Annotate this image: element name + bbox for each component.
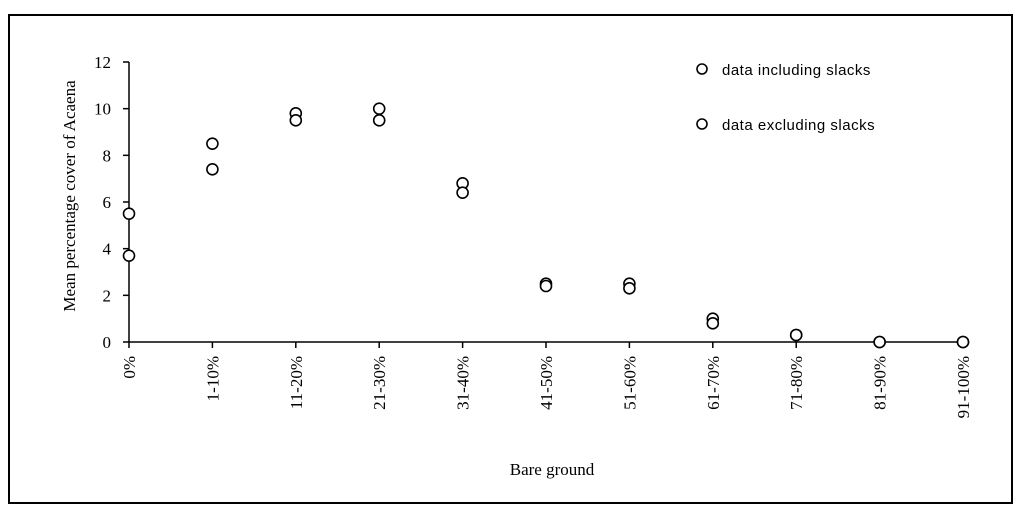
chart-frame <box>8 14 1013 504</box>
x-tick-label: 41-50% <box>537 356 556 410</box>
x-tick-label: 21-30% <box>370 356 389 410</box>
y-axis-title: Mean percentage cover of Acaena <box>60 80 79 312</box>
x-tick-label: 91-100% <box>954 356 973 418</box>
legend-marker-including <box>696 63 708 75</box>
data-point-series-2 <box>539 279 553 293</box>
data-point-series-2 <box>456 186 469 199</box>
x-axis-title: Bare ground <box>510 460 595 479</box>
x-tick-label: 81-90% <box>871 356 890 410</box>
data-point-series-2 <box>706 317 720 330</box>
x-tick-label: 71-80% <box>787 356 806 410</box>
legend: data including slacks data excluding sla… <box>696 62 875 134</box>
legend-marker-excluding <box>696 118 708 130</box>
legend-label-excluding: data excluding slacks <box>722 117 875 134</box>
data-point-series-1 <box>122 207 136 220</box>
y-tick-label: 0 <box>103 333 112 352</box>
x-tick-label: 0% <box>120 356 139 379</box>
data-point-series-2 <box>372 114 386 127</box>
x-tick-label: 1-10% <box>203 356 222 401</box>
y-tick-label: 4 <box>103 240 112 259</box>
x-tick-label: 11-20% <box>287 356 306 409</box>
x-ticks: 0% 1-10% 11-20% 21-30% 31-40% 41-50% 51-60% 61-… <box>120 342 973 418</box>
data-point-series-2 <box>289 114 303 127</box>
y-tick-label: 12 <box>94 53 111 72</box>
x-tick-label: 61-70% <box>704 356 723 410</box>
data-point-series-1 <box>372 102 386 115</box>
data-point-series-2 <box>956 335 970 349</box>
y-tick-label: 8 <box>103 146 112 165</box>
y-ticks: 0 2 4 6 8 10 12 <box>94 53 129 352</box>
x-tick-label: 31-40% <box>454 356 473 410</box>
legend-item-excluding: data excluding slacks <box>696 117 875 134</box>
axes <box>128 62 963 343</box>
y-tick-label: 2 <box>103 286 112 305</box>
data-point-series-2 <box>789 328 803 342</box>
y-tick-label: 6 <box>103 193 112 212</box>
data-point-series-2 <box>206 163 219 176</box>
data-point-series-2 <box>873 335 886 349</box>
y-tick-label: 10 <box>94 100 111 119</box>
x-tick-label: 51-60% <box>620 356 639 410</box>
data-point-series-2 <box>122 249 136 262</box>
data-point-series-2 <box>623 282 636 295</box>
legend-label-including: data including slacks <box>722 62 871 79</box>
legend-item-including: data including slacks <box>696 62 871 79</box>
data-points <box>122 102 970 349</box>
data-point-series-1 <box>206 137 219 150</box>
